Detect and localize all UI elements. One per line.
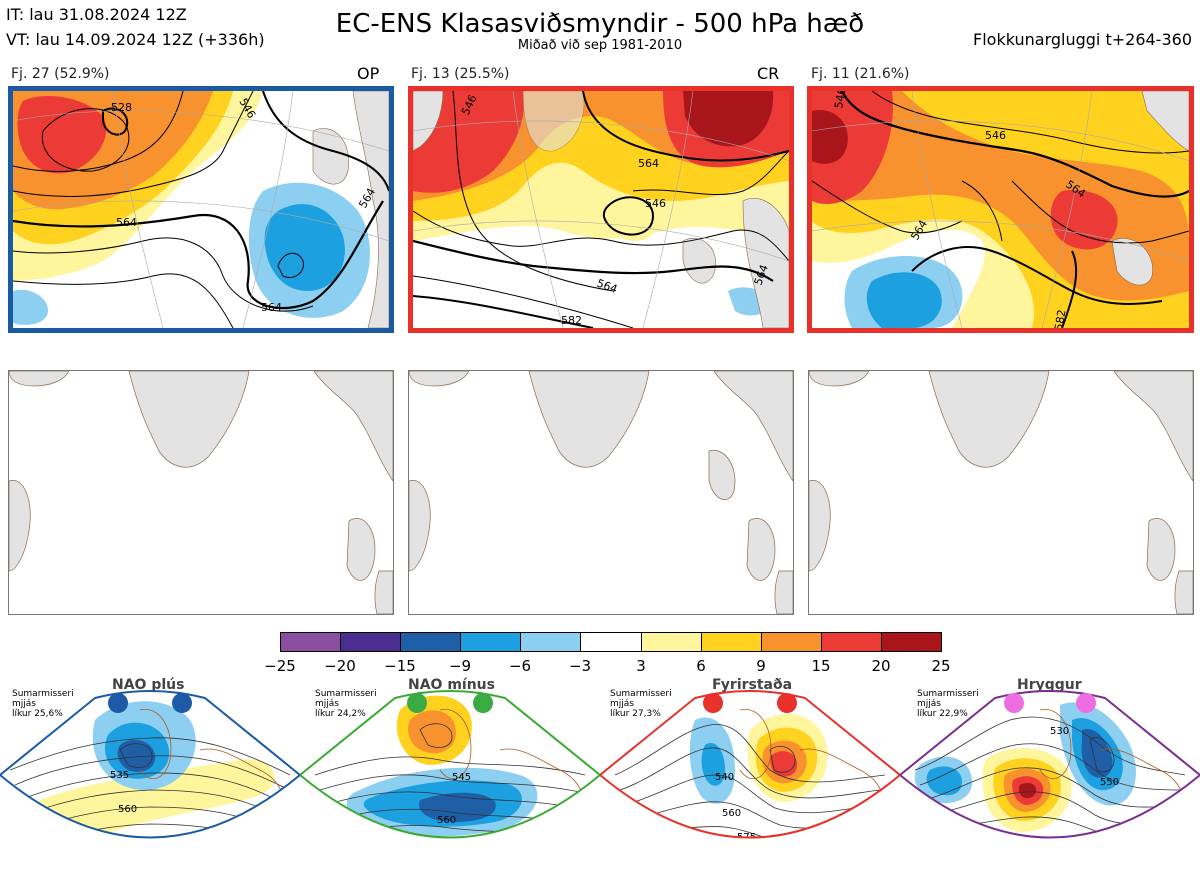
cluster-3-map: 546 546 564 564 582 (807, 86, 1194, 333)
colorbar-segment (521, 633, 582, 651)
cluster-1-map: 564 564 546 528 564 (8, 86, 394, 333)
regime-1-season: Sumarmisseri (12, 689, 74, 699)
colorbar-segment (761, 633, 822, 651)
cluster-2-map: 546 546 564 564 564 582 (408, 86, 794, 333)
colorbar-segment (401, 633, 462, 651)
cluster-2-field: 546 546 564 564 564 582 (413, 91, 789, 328)
coastline-map-1 (9, 371, 393, 614)
colorbar-segment (701, 633, 762, 651)
regime-2-dot-left (407, 693, 427, 713)
colorbar-tick: −20 (324, 657, 356, 675)
regime-3-name: Fyrirstaða (712, 677, 793, 693)
contour-label: 546 (645, 197, 666, 210)
colorbar-tick: 9 (756, 657, 766, 675)
regime-1-map: 535 560 (0, 690, 300, 839)
contour-label: 564 (261, 301, 282, 314)
contour-label: 530 (1050, 726, 1069, 737)
regime-3-prob: líkur 27,3% (610, 709, 661, 719)
colorbar-segment (281, 633, 342, 651)
contour-label: 560 (118, 804, 137, 815)
cluster-1-tag: OP (357, 64, 380, 83)
contour-label: 564 (116, 216, 137, 229)
cluster-1-coast-map (8, 370, 394, 615)
colorbar-segment (881, 633, 942, 651)
regime-4-dot-left (1004, 693, 1024, 713)
colorbar-tick: 20 (871, 657, 891, 675)
cluster-1-label: Fj. 27 (52.9%) (11, 66, 110, 82)
contour-label: 540 (715, 772, 734, 783)
regime-2-prob: líkur 24,2% (315, 709, 366, 719)
colorbar-tick: 3 (636, 657, 646, 675)
regime-4-dot-right (1076, 693, 1096, 713)
regime-2-season: Sumarmisseri (315, 689, 377, 699)
regime-2-map: 545 560 575 (300, 690, 600, 861)
contour-label: 564 (638, 157, 659, 170)
classification-window: Flokkunargluggi t+264-360 (973, 30, 1192, 49)
colorbar-tick: −9 (448, 657, 472, 675)
cluster-2-label: Fj. 13 (25.5%) (411, 66, 510, 82)
colorbar-tick: 6 (696, 657, 706, 675)
regime-3-map: 540 560 575 (600, 690, 900, 843)
valid-time: VT: lau 14.09.2024 12Z (+336h) (6, 30, 265, 49)
regime-1-dot-left (108, 693, 128, 713)
page-subtitle: Miðað við sep 1981-2010 (517, 38, 683, 53)
contour-label: 535 (110, 770, 129, 781)
contour-label: 560 (437, 815, 456, 826)
colorbar-tick: −6 (508, 657, 532, 675)
regime-3-dot-right (777, 693, 797, 713)
cluster-2-coast-map (408, 370, 794, 615)
cluster-3-field: 546 546 564 564 582 (812, 91, 1189, 328)
regime-1-prob: líkur 25,6% (12, 709, 63, 719)
regime-1-mean: mjjás (12, 699, 36, 709)
coastline-map-2 (409, 371, 793, 614)
colorbar-segment (641, 633, 702, 651)
regime-4-map: 530 550 575 (900, 690, 1200, 849)
colorbar-segment (821, 633, 882, 651)
regime-4-prob: líkur 22,9% (917, 709, 968, 719)
colorbar (280, 632, 942, 652)
contour-label: 546 (985, 129, 1006, 142)
regime-3-season: Sumarmisseri (610, 689, 672, 699)
cluster-1-field: 564 564 546 528 564 (13, 91, 389, 328)
regime-4-name: Hryggur (1017, 677, 1082, 693)
cluster-3-coast-map (808, 370, 1194, 615)
colorbar-tick: 25 (931, 657, 951, 675)
colorbar-tick: 15 (811, 657, 831, 675)
cluster-3-label: Fj. 11 (21.6%) (811, 66, 910, 82)
regime-2-dot-right (473, 693, 493, 713)
regime-1-name: NAO plús (112, 677, 185, 693)
contour-label: 545 (452, 772, 471, 783)
regime-2-name: NAO mínus (408, 677, 495, 693)
contour-label: 550 (1100, 777, 1119, 788)
colorbar-tick: −15 (384, 657, 416, 675)
contour-label: 575 (737, 832, 756, 843)
colorbar-tick: −25 (264, 657, 296, 675)
contour-label: 528 (111, 101, 132, 114)
contour-label: 546 (832, 91, 848, 110)
colorbar-tick: −3 (568, 657, 592, 675)
colorbar-segment (341, 633, 402, 651)
coastline-map-3 (809, 371, 1193, 614)
contour-label: 560 (722, 808, 741, 819)
regime-3-dot-left (703, 693, 723, 713)
page-title: EC-ENS Klasasviðsmyndir - 500 hPa hæð (335, 9, 865, 39)
regime-1-dot-right (172, 693, 192, 713)
regime-2-mean: mjjás (315, 699, 339, 709)
contour-label: 582 (1052, 309, 1068, 328)
colorbar-segment (461, 633, 522, 651)
init-time: IT: lau 31.08.2024 12Z (6, 5, 187, 24)
cluster-2-tag: CR (757, 64, 780, 83)
regime-4-season: Sumarmisseri (917, 689, 979, 699)
contour-label: 582 (561, 314, 582, 327)
contour-label: 575 (1092, 838, 1111, 849)
colorbar-segment (581, 633, 642, 651)
regime-3-mean: mjjás (610, 699, 634, 709)
regime-4-mean: mjjás (917, 699, 941, 709)
contour-label: 575 (447, 850, 466, 861)
